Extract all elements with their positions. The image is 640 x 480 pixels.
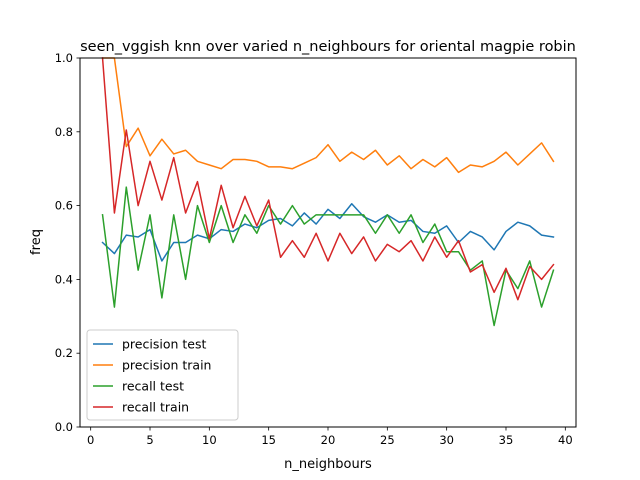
y-tick-label: 0.0: [55, 420, 73, 434]
legend-label: precision test: [122, 337, 206, 352]
x-axis-ticks: 0 5 10 15 20 25 30 35 40: [87, 427, 573, 447]
x-tick-label: 25: [380, 433, 395, 447]
x-tick-label: 15: [261, 433, 276, 447]
x-axis-label: n_neighbours: [284, 457, 372, 472]
legend-box: [86, 329, 239, 421]
y-tick-label: 0.8: [55, 125, 73, 139]
x-tick-label: 30: [439, 433, 454, 447]
chart-title: seen_vggish knn over varied n_neighbours…: [80, 39, 576, 55]
y-tick-label: 0.2: [55, 346, 73, 360]
legend-label: precision train: [122, 358, 211, 373]
series-line-precision-train: [101, 57, 555, 174]
x-tick-label: 40: [558, 433, 573, 447]
x-tick-label: 5: [146, 433, 153, 447]
series-line-recall-test: [101, 186, 555, 327]
y-tick-label: 0.6: [55, 199, 73, 213]
legend: precision test precision train recall test…: [86, 329, 239, 421]
y-tick-label: 0.4: [55, 272, 73, 286]
x-tick-label: 0: [87, 433, 94, 447]
series-lines: [101, 57, 555, 327]
y-axis-ticks: 0.0 0.2 0.4 0.6 0.8 1.0: [55, 51, 80, 434]
x-tick-label: 20: [321, 433, 336, 447]
series-line-precision-test: [101, 203, 555, 262]
y-axis-label: freq: [29, 229, 44, 255]
x-tick-label: 35: [499, 433, 514, 447]
legend-label: recall test: [122, 379, 184, 394]
x-tick-label: 10: [202, 433, 217, 447]
y-tick-label: 1.0: [55, 51, 73, 65]
legend-label: recall train: [122, 400, 189, 415]
series-line-recall-train: [101, 57, 555, 301]
